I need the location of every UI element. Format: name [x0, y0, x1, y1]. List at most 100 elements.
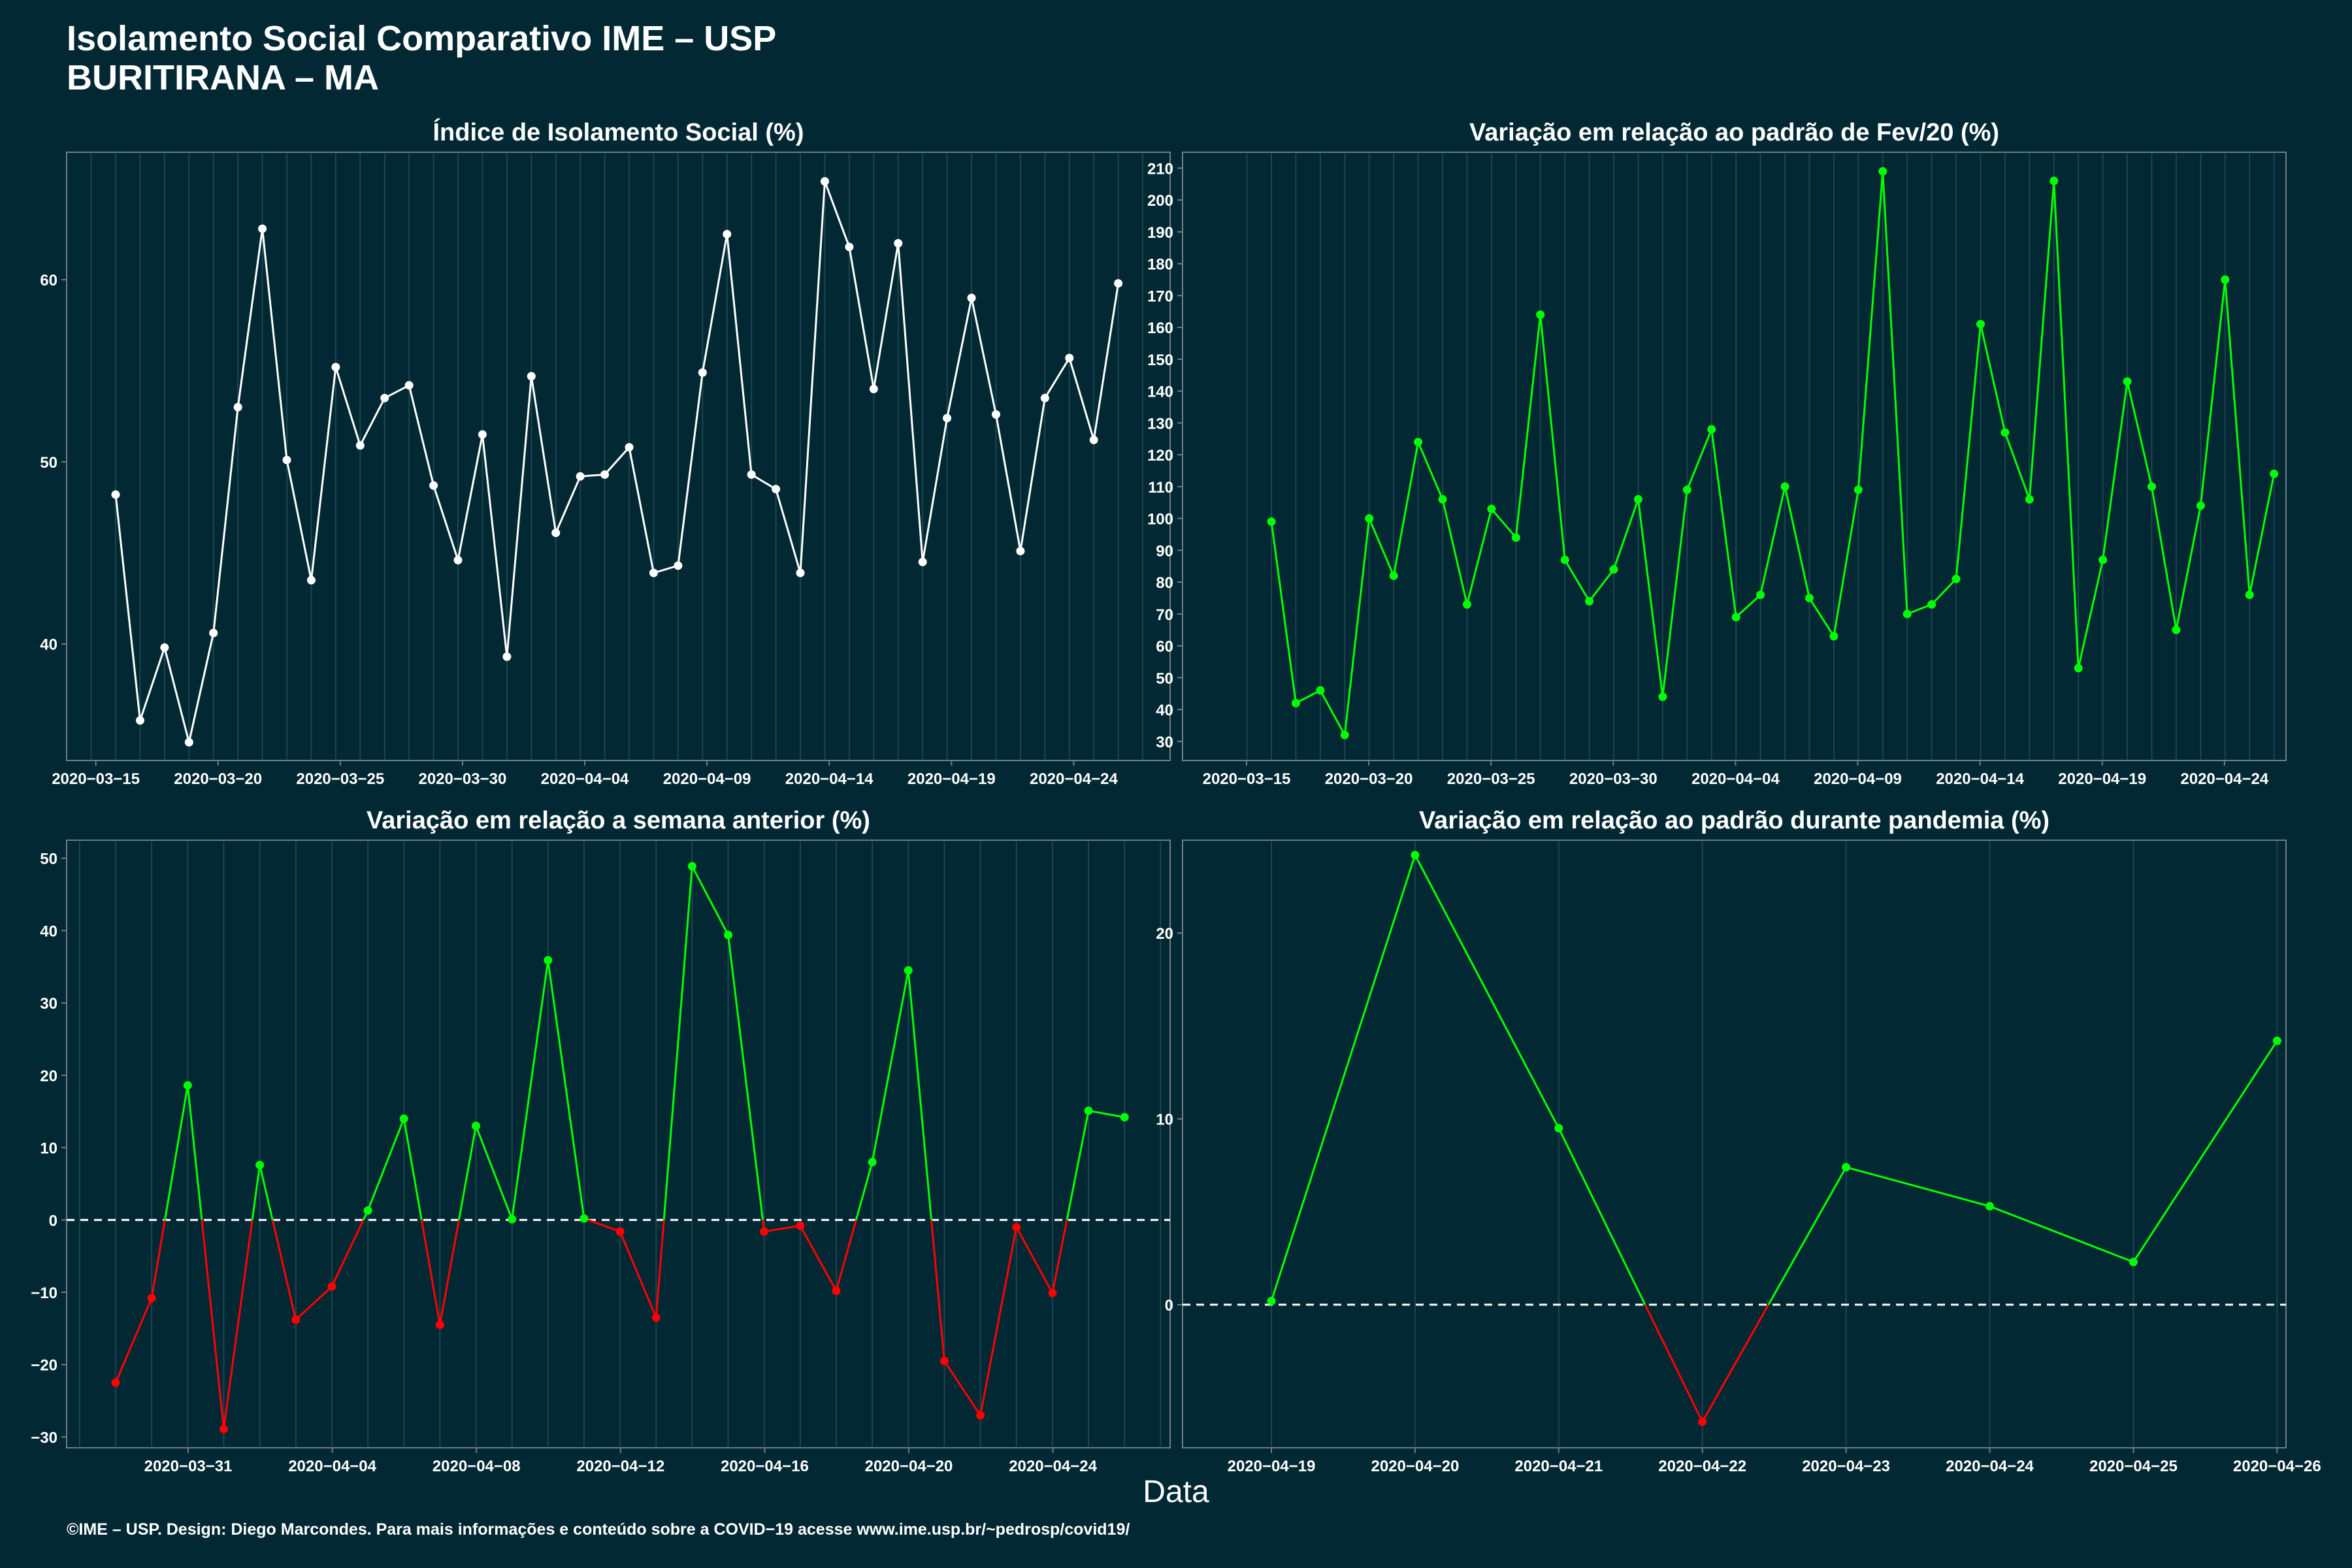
data-point: [615, 1227, 625, 1236]
series-segment: [1490, 508, 1517, 538]
series-segment: [1882, 171, 1908, 614]
series-segment: [1784, 486, 1810, 598]
series-segment: [1343, 518, 1371, 736]
series-segment: [331, 1219, 365, 1287]
y-tick-label: 120: [1147, 447, 1173, 465]
y-tick-label: 10: [40, 1140, 57, 1158]
x-tick-label: 2020−03−30: [1569, 770, 1658, 788]
x-tick-label: 2020−03−20: [1325, 770, 1413, 788]
series-segment: [1319, 690, 1346, 736]
series-segment: [701, 234, 728, 373]
x-tick-label: 2020−04−19: [907, 770, 996, 788]
x-tick-label: 2020−04−04: [288, 1458, 376, 1475]
series-segment: [251, 1164, 261, 1220]
x-tick-label: 2020−03−15: [52, 770, 140, 788]
series-segment: [259, 1164, 274, 1220]
data-point: [291, 1315, 301, 1324]
series-segment: [1270, 521, 1297, 704]
series-segment: [1092, 283, 1120, 440]
data-point: [1016, 546, 1025, 555]
y-tick-label: 140: [1147, 384, 1173, 401]
series-segment: [2132, 1040, 2278, 1263]
series-segment: [1701, 1304, 1770, 1422]
series-segment: [2004, 432, 2031, 500]
series-segment: [1270, 855, 1416, 1301]
data-point: [991, 410, 1000, 419]
data-point: [2272, 1036, 2281, 1045]
y-tick-label: 90: [1156, 542, 1173, 560]
data-point: [1952, 574, 1961, 583]
series-segment: [408, 385, 435, 486]
data-point: [184, 738, 193, 747]
series-segment: [848, 246, 875, 389]
data-point: [1985, 1201, 1994, 1211]
x-axis-label: Data: [1143, 1475, 1209, 1509]
x-tick-label: 2020−04−20: [1371, 1458, 1459, 1475]
panel-semana: Variação em relação a semana anterior (%…: [31, 807, 1171, 1475]
series-segment: [1441, 498, 1468, 605]
series-segment: [310, 367, 337, 581]
data-point: [747, 470, 756, 479]
series-segment: [402, 1118, 423, 1220]
series-segment: [1465, 508, 1493, 605]
series-segment: [2077, 559, 2104, 668]
x-tick-label: 2020−03−20: [174, 770, 262, 788]
series-segment: [359, 397, 386, 446]
series-segment: [457, 434, 483, 561]
data-point: [282, 455, 291, 465]
data-point: [1707, 425, 1716, 434]
data-point: [576, 472, 585, 481]
data-point: [111, 490, 120, 499]
x-tick-label: 2020−04−19: [2058, 770, 2146, 788]
data-point: [1780, 482, 1789, 491]
data-point: [1682, 485, 1691, 495]
series-segment: [1368, 517, 1395, 576]
data-point: [1731, 613, 1740, 622]
series-segment: [2053, 180, 2080, 668]
y-tick-label: 40: [1156, 702, 1173, 719]
series-segment: [2102, 381, 2129, 561]
data-point: [429, 481, 438, 490]
data-point: [1267, 517, 1276, 526]
data-point: [135, 716, 144, 725]
data-point: [2245, 591, 2254, 600]
series-segment: [1417, 441, 1444, 500]
series-segment: [979, 1227, 1018, 1416]
data-point: [255, 1160, 265, 1169]
chart-subtitle: BURITIRANA – MA: [67, 58, 379, 97]
data-point: [625, 443, 634, 452]
data-point: [527, 372, 536, 381]
data-point: [976, 1411, 985, 1420]
series-segment: [237, 228, 264, 408]
x-tick-label: 2020−03−25: [1447, 770, 1535, 788]
y-tick-label: 20: [40, 1068, 57, 1085]
data-point: [967, 293, 976, 302]
series-segment: [1808, 597, 1835, 637]
series-segment: [677, 372, 704, 566]
series-segment: [1833, 489, 1859, 637]
data-point: [2050, 176, 2059, 186]
series-segment: [970, 297, 997, 415]
series-segment: [619, 1231, 657, 1318]
series-segment: [2126, 381, 2153, 487]
y-tick-label: 170: [1147, 287, 1173, 305]
data-point: [331, 363, 340, 372]
series-segment: [367, 1118, 405, 1211]
series-segment: [1539, 314, 1566, 561]
series-segment: [943, 1360, 981, 1416]
panel-border: [1182, 152, 2287, 761]
y-tick-label: 50: [1156, 670, 1173, 687]
series-segment: [1931, 578, 1957, 606]
series-segment: [457, 1126, 477, 1220]
data-point: [355, 441, 365, 450]
x-tick-label: 2020−04−24: [2180, 770, 2268, 788]
y-tick-label: 100: [1147, 511, 1173, 529]
data-point: [1291, 698, 1300, 708]
series-segment: [384, 384, 410, 399]
series-segment: [163, 647, 190, 743]
series-segment: [222, 1220, 253, 1429]
series-segment: [114, 1298, 153, 1383]
data-point: [1554, 1124, 1563, 1133]
data-point: [472, 1121, 480, 1130]
